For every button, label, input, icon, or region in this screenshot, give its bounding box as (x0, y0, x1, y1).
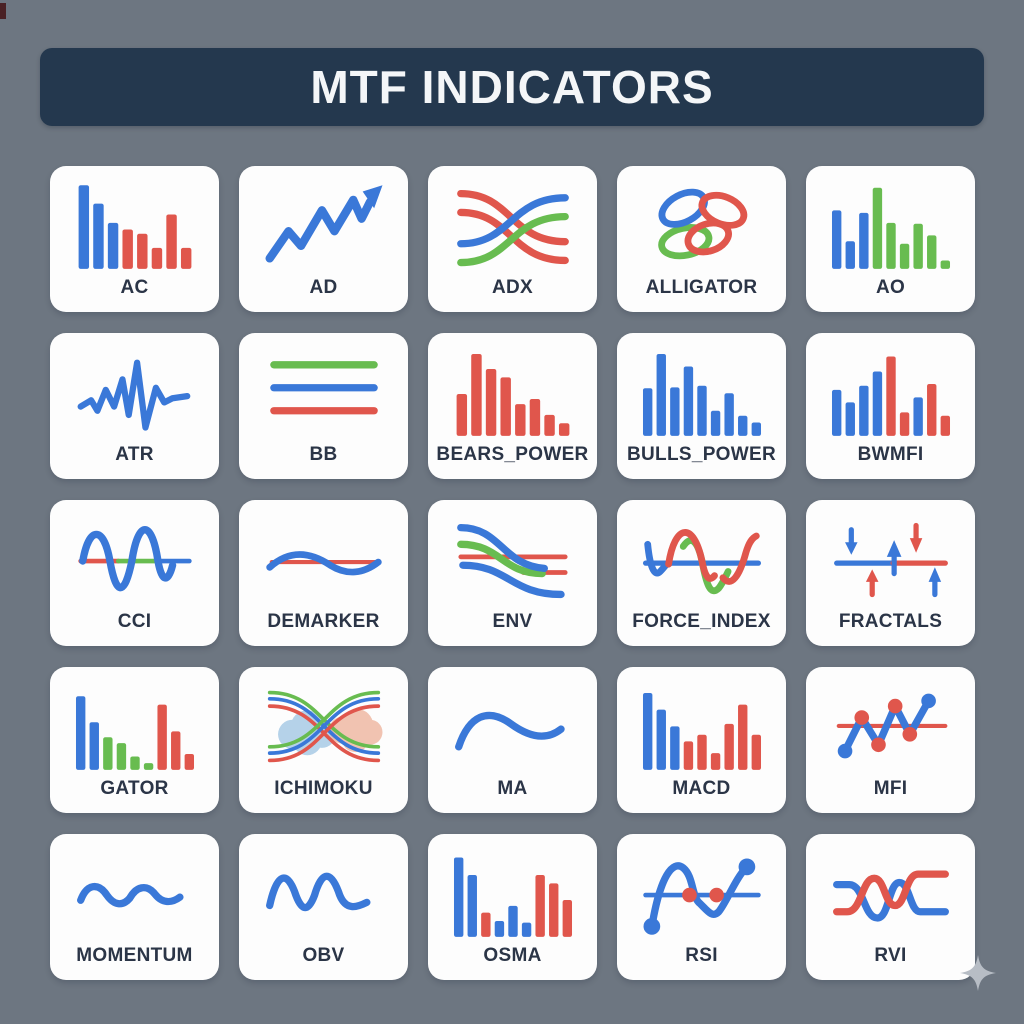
indicator-card-ao[interactable]: AO (806, 166, 975, 312)
jagged-line-icon (50, 333, 219, 444)
indicator-label: FRACTALS (838, 611, 943, 632)
sparkle-decoration (960, 955, 996, 991)
indicator-label: CCI (117, 611, 152, 632)
indicator-card-ad[interactable]: AD (239, 166, 408, 312)
bar-chart-icon (50, 166, 219, 277)
indicator-label: MACD (672, 778, 731, 799)
indicator-card-force_index[interactable]: FORCE_INDEX (617, 500, 786, 646)
double-wave-icon (50, 834, 219, 945)
indicator-label: MOMENTUM (76, 945, 193, 966)
smooth-wave-icon (428, 667, 597, 778)
indicator-label: DEMARKER (267, 611, 380, 632)
indicator-card-osma[interactable]: OSMA (428, 834, 597, 980)
indicator-card-obv[interactable]: OBV (239, 834, 408, 980)
bar-chart-icon (806, 166, 975, 277)
indicator-card-rvi[interactable]: RVI (806, 834, 975, 980)
indicator-label: OSMA (483, 945, 542, 966)
indicator-label: BWMFI (857, 444, 924, 465)
bar-chart-icon (617, 667, 786, 778)
indicator-grid: AC AD ADX ALLIGATOR AO ATR BB BEARS_POWER BULLS… (50, 166, 975, 980)
indicator-label: RSI (685, 945, 718, 966)
indicator-label: BB (309, 444, 338, 465)
page-title: MTF INDICATORS (310, 61, 714, 113)
bar-chart-icon (50, 667, 219, 778)
indicator-label: ENV (492, 611, 533, 632)
indicator-card-bulls_power[interactable]: BULLS_POWER (617, 333, 786, 479)
indicator-label: ADX (491, 277, 533, 298)
sine-dots-icon (617, 834, 786, 945)
bar-chart-icon (428, 333, 597, 444)
indicator-card-gator[interactable]: GATOR (50, 667, 219, 813)
fractal-arrows-icon (806, 500, 975, 611)
flat-wave-icon (239, 500, 408, 611)
indicator-label: AC (120, 277, 149, 298)
indicator-label: AD (309, 277, 338, 298)
indicator-card-rsi[interactable]: RSI (617, 834, 786, 980)
cloud-cross-icon (239, 667, 408, 778)
indicator-label: BULLS_POWER (627, 444, 776, 465)
indicator-card-fractals[interactable]: FRACTALS (806, 500, 975, 646)
indicator-label: ALLIGATOR (645, 277, 758, 298)
indicator-label: BEARS_POWER (436, 444, 589, 465)
indicator-card-ma[interactable]: MA (428, 667, 597, 813)
envelope-curves-icon (428, 500, 597, 611)
indicator-card-adx[interactable]: ADX (428, 166, 597, 312)
indicator-label: MA (497, 778, 528, 799)
indicator-card-ichimoku[interactable]: ICHIMOKU (239, 667, 408, 813)
indicator-label: GATOR (100, 778, 169, 799)
trend-arrow-icon (239, 166, 408, 277)
indicator-label: ATR (115, 444, 154, 465)
indicator-card-demarker[interactable]: DEMARKER (239, 500, 408, 646)
indicator-card-macd[interactable]: MACD (617, 667, 786, 813)
indicator-label: MFI (873, 778, 908, 799)
indicator-card-mfi[interactable]: MFI (806, 667, 975, 813)
indicator-label: ICHIMOKU (274, 778, 373, 799)
loops-icon (617, 166, 786, 277)
indicator-label: AO (875, 277, 906, 298)
page-header: MTF INDICATORS (40, 48, 984, 126)
crossing-curves-icon (428, 166, 597, 277)
indicator-card-alligator[interactable]: ALLIGATOR (617, 166, 786, 312)
double-hump-icon (239, 834, 408, 945)
indicator-card-atr[interactable]: ATR (50, 333, 219, 479)
indicator-card-ac[interactable]: AC (50, 166, 219, 312)
bar-chart-icon (617, 333, 786, 444)
indicator-card-momentum[interactable]: MOMENTUM (50, 834, 219, 980)
twin-waves-icon (806, 834, 975, 945)
indicator-card-cci[interactable]: CCI (50, 500, 219, 646)
indicator-label: OBV (302, 945, 345, 966)
three-lines-icon (239, 333, 408, 444)
multi-wave-icon (617, 500, 786, 611)
bar-chart-icon (428, 834, 597, 945)
indicator-label: RVI (874, 945, 907, 966)
indicator-card-bwmfi[interactable]: BWMFI (806, 333, 975, 479)
dot-zigzag-icon (806, 667, 975, 778)
indicator-card-env[interactable]: ENV (428, 500, 597, 646)
indicator-label: FORCE_INDEX (632, 611, 771, 632)
indicator-card-bears_power[interactable]: BEARS_POWER (428, 333, 597, 479)
corner-artifact (0, 3, 6, 19)
indicator-card-bb[interactable]: BB (239, 333, 408, 479)
bar-chart-icon (806, 333, 975, 444)
sine-midline-icon (50, 500, 219, 611)
